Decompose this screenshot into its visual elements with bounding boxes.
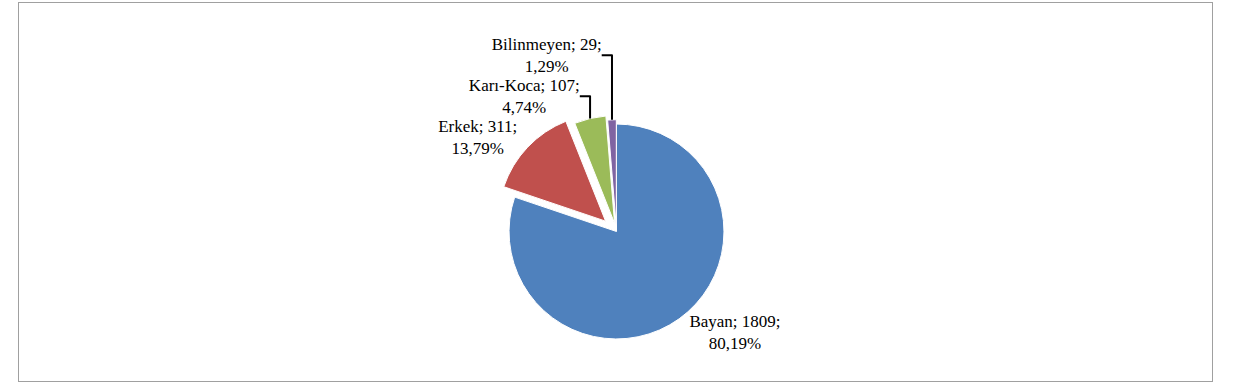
svg-text:Bilinmeyen; 29;1,29%: Bilinmeyen; 29;1,29% bbox=[492, 35, 602, 76]
svg-text:Bayan; 1809;80,19%: Bayan; 1809;80,19% bbox=[689, 312, 780, 353]
svg-text:Karı-Koca; 107;4,74%: Karı-Koca; 107;4,74% bbox=[469, 76, 580, 117]
svg-text:Erkek; 311;13,79%: Erkek; 311;13,79% bbox=[438, 117, 517, 158]
